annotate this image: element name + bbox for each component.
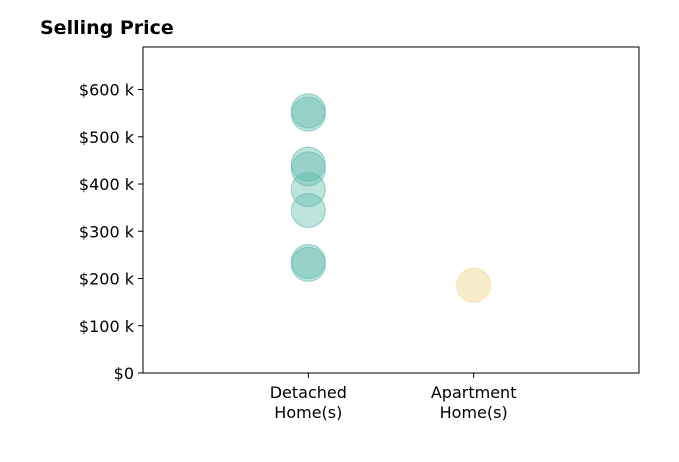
y-axis: $0 $100 k $200 k $300 k $400 k $500 k $600 k [79, 81, 143, 383]
y-tick-label: $600 k [79, 81, 135, 100]
y-tick-label: $300 k [79, 222, 135, 241]
x-axis: Detached Home(s) Apartment Home(s) [270, 373, 517, 422]
x-tick-label: Apartment Home(s) [431, 383, 517, 422]
plot-area [142, 46, 640, 374]
x-tick-label: Detached Home(s) [270, 383, 347, 422]
scatter-point [290, 172, 326, 208]
scatter-point [290, 96, 326, 132]
y-tick-label: $0 [114, 364, 134, 383]
chart-title: Selling Price [40, 17, 174, 39]
points-layer [290, 93, 492, 303]
y-tick-label: $200 k [79, 270, 135, 289]
scatter-point [290, 151, 326, 187]
y-tick-label: $500 k [79, 128, 135, 147]
y-tick-label: $400 k [79, 175, 135, 194]
scatter-point [456, 267, 492, 303]
y-tick-label: $100 k [79, 317, 135, 336]
scatter-point [290, 192, 326, 228]
scatter-point [290, 146, 326, 182]
scatter-point [290, 246, 326, 282]
